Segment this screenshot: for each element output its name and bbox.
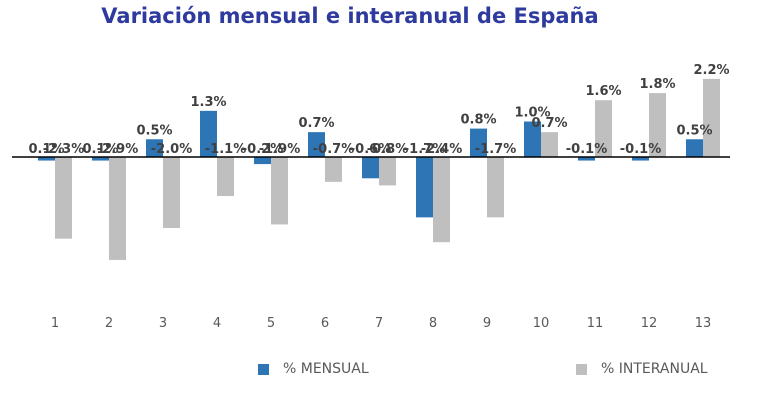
x-tick-label-11: 11: [587, 316, 604, 331]
bar-interanual-2: [109, 157, 126, 260]
x-tick-label-10: 10: [533, 316, 550, 331]
data-label-interanual-2: -2.9%: [97, 142, 138, 157]
bar-mensual-8: [416, 157, 433, 218]
data-label-interanual-5: -1.9%: [259, 142, 300, 157]
chart-title: Variación mensual e interanual de España: [101, 4, 599, 28]
legend-swatch-mensual: [258, 363, 269, 375]
x-tick-label-4: 4: [213, 316, 221, 331]
legend-label-interanual: % INTERANUAL: [601, 361, 708, 377]
data-label-interanual-6: -0.7%: [313, 142, 354, 157]
bar-mensual-12: [632, 157, 649, 161]
data-label-mensual-8: -1.7%: [404, 142, 445, 157]
data-label-interanual-8: -2.4%: [421, 142, 462, 157]
x-tick-label-9: 9: [483, 316, 491, 331]
data-label-interanual-1: -2.3%: [43, 142, 84, 157]
bars-group: [38, 78, 720, 260]
bar-interanual-1: [55, 157, 72, 239]
x-tick-label-7: 7: [375, 316, 383, 331]
data-label-mensual-1: 0.1%: [28, 142, 64, 157]
x-tick-label-3: 3: [159, 316, 167, 331]
bar-interanual-6: [325, 157, 342, 182]
x-tick-label-6: 6: [321, 316, 329, 331]
x-tick-label-2: 2: [105, 316, 113, 331]
bar-interanual-5: [271, 157, 288, 225]
data-labels-group: 0.1%-2.3%0.1%-2.9%0.5%-2.0%1.3%-1.1%-0.2…: [28, 63, 729, 157]
data-label-interanual-4: -1.1%: [205, 142, 246, 157]
bar-interanual-4: [217, 157, 234, 197]
bar-interanual-3: [163, 157, 180, 228]
data-label-interanual-13: 2.2%: [693, 63, 729, 78]
data-label-mensual-5: -0.2%: [242, 142, 283, 157]
legend-swatch-interanual: [576, 363, 587, 375]
data-label-interanual-11: 1.6%: [585, 84, 621, 99]
bar-mensual-11: [578, 157, 595, 161]
data-label-interanual-9: -1.7%: [475, 142, 516, 157]
data-label-mensual-2: 0.1%: [82, 142, 118, 157]
bar-interanual-7: [379, 157, 396, 186]
bar-interanual-10: [541, 132, 558, 157]
bar-interanual-11: [595, 100, 612, 157]
bar-mensual-10: [524, 121, 541, 157]
bar-mensual-6: [308, 132, 325, 157]
data-label-mensual-6: 0.7%: [298, 116, 334, 131]
bar-interanual-8: [433, 157, 450, 243]
data-label-interanual-10: 0.7%: [531, 116, 567, 131]
bar-mensual-3: [146, 139, 163, 157]
bar-mensual-13: [686, 139, 703, 157]
bar-interanual-13: [703, 78, 720, 157]
legend-item-mensual: % MENSUAL: [258, 361, 369, 377]
bar-mensual-9: [470, 128, 487, 157]
x-tick-labels-group: 1 2 3 4 5 6 7 8 9 10 11 12 13: [51, 316, 711, 331]
bar-interanual-9: [487, 157, 504, 218]
data-label-interanual-3: -2.0%: [151, 142, 192, 157]
x-tick-label-5: 5: [267, 316, 275, 331]
x-tick-label-12: 12: [641, 316, 658, 331]
data-label-mensual-12: -0.1%: [620, 142, 661, 157]
x-tick-label-13: 13: [695, 316, 712, 331]
data-label-interanual-7: -0.8%: [367, 142, 408, 157]
bar-mensual-2: [92, 157, 109, 161]
data-label-interanual-12: 1.8%: [639, 77, 675, 92]
data-label-mensual-4: 1.3%: [190, 95, 226, 110]
bar-mensual-1: [38, 157, 55, 161]
legend-label-mensual: % MENSUAL: [283, 361, 369, 377]
data-label-mensual-13: 0.5%: [676, 123, 712, 138]
data-label-mensual-10: 1.0%: [514, 106, 550, 121]
data-label-mensual-11: -0.1%: [566, 142, 607, 157]
data-label-mensual-7: -0.6%: [350, 142, 391, 157]
x-tick-label-8: 8: [429, 316, 437, 331]
legend-item-interanual: % INTERANUAL: [576, 361, 708, 377]
x-tick-label-1: 1: [51, 316, 59, 331]
bar-interanual-12: [649, 93, 666, 157]
bar-mensual-5: [254, 157, 271, 165]
data-label-mensual-3: 0.5%: [136, 123, 172, 138]
data-label-mensual-9: 0.8%: [460, 113, 496, 128]
bar-mensual-4: [200, 110, 217, 157]
bar-mensual-7: [362, 157, 379, 179]
